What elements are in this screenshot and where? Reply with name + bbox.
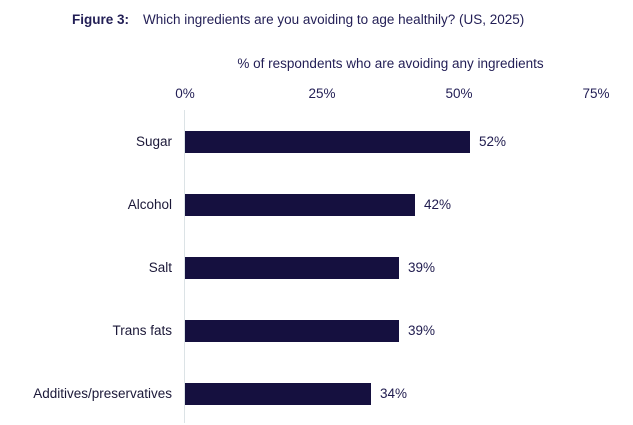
bar-row: Sugar 52% xyxy=(0,110,633,173)
bar-row: Trans fats 39% xyxy=(0,299,633,362)
category-label: Trans fats xyxy=(112,323,172,338)
value-label: 52% xyxy=(479,134,507,149)
bar xyxy=(185,256,399,279)
bar xyxy=(185,130,470,153)
category-label: Alcohol xyxy=(127,197,172,212)
x-tick-label: 75% xyxy=(582,86,610,101)
value-label: 34% xyxy=(380,386,408,401)
figure-title: Which ingredients are you avoiding to ag… xyxy=(143,12,525,27)
chart-subtitle: % of respondents who are avoiding any in… xyxy=(237,56,544,71)
x-tick-label: 25% xyxy=(308,86,336,101)
x-tick-label: 0% xyxy=(175,86,195,101)
category-label: Additives/preservatives xyxy=(33,386,172,401)
category-label: Sugar xyxy=(135,134,172,149)
category-label: Salt xyxy=(148,260,172,275)
bar xyxy=(185,193,415,216)
bar-row: Additives/preservatives 34% xyxy=(0,362,633,425)
value-label: 39% xyxy=(408,323,436,338)
bar xyxy=(185,382,371,405)
value-label: 42% xyxy=(424,197,452,212)
figure-header: Figure 3: Which ingredients are you avoid… xyxy=(72,11,524,28)
x-axis: 0% 25% 50% 75% xyxy=(175,86,609,102)
figure-label: Figure 3: xyxy=(72,12,130,27)
x-tick-label: 50% xyxy=(445,86,473,101)
bar-rows: Sugar 52% Alcohol 42% Salt 39% Trans fats 39% Ad… xyxy=(0,110,633,425)
plot-area: Sugar 52% Alcohol 42% Salt 39% Trans fats 39% Ad… xyxy=(0,110,633,423)
value-label: 39% xyxy=(408,260,436,275)
bar-row: Salt 39% xyxy=(0,236,633,299)
y-axis-line xyxy=(184,110,185,423)
bar xyxy=(185,319,399,342)
bar-row: Alcohol 42% xyxy=(0,173,633,236)
